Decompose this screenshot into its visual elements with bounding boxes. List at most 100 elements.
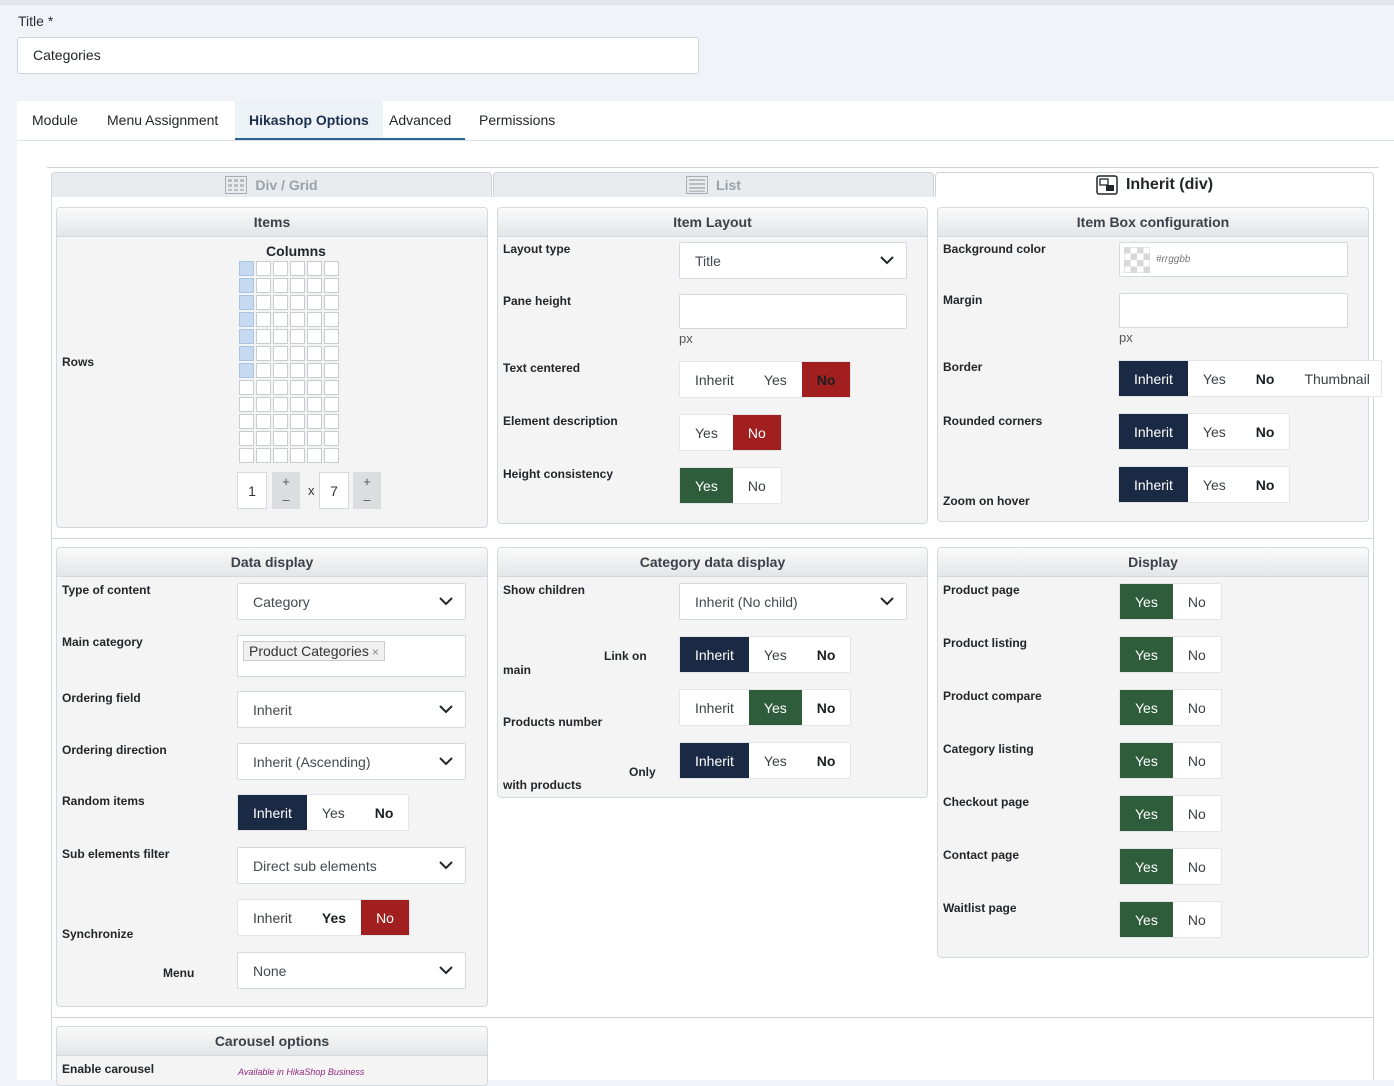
grid-cell[interactable] xyxy=(307,295,322,310)
contact-page-toggle[interactable]: Yes No xyxy=(1119,848,1222,885)
grid-cell[interactable] xyxy=(239,414,254,429)
option-inherit[interactable]: Inherit xyxy=(1119,414,1188,449)
option-no[interactable]: No xyxy=(1187,646,1206,663)
option-yes[interactable]: Yes xyxy=(763,646,787,663)
grid-cell[interactable] xyxy=(273,414,288,429)
grid-cell[interactable] xyxy=(324,278,339,293)
plus-icon[interactable]: + xyxy=(282,473,290,489)
columns-input[interactable]: 1 xyxy=(237,472,267,509)
option-no[interactable]: No xyxy=(1187,911,1206,928)
option-no[interactable]: No xyxy=(732,415,781,450)
option-no[interactable]: No xyxy=(816,646,836,663)
option-yes[interactable]: Yes xyxy=(1202,476,1226,493)
option-inherit[interactable]: Inherit xyxy=(680,637,749,672)
tab-hikashop-options[interactable]: Hikashop Options xyxy=(235,101,383,141)
products-number-toggle[interactable]: Inherit Yes No xyxy=(679,689,852,726)
grid-cell[interactable] xyxy=(307,312,322,327)
option-yes[interactable]: Yes xyxy=(1120,690,1173,725)
ordering-direction-select[interactable]: Inherit (Ascending) xyxy=(237,743,466,780)
border-toggle[interactable]: Inherit Yes No Thumbnail xyxy=(1118,360,1382,397)
option-no[interactable]: No xyxy=(361,900,409,935)
grid-cell[interactable] xyxy=(273,329,288,344)
grid-cell[interactable] xyxy=(239,261,254,276)
option-no[interactable]: No xyxy=(1187,593,1206,610)
grid-cell[interactable] xyxy=(324,295,339,310)
grid-cell[interactable] xyxy=(239,278,254,293)
grid-cell[interactable] xyxy=(256,397,271,412)
option-yes[interactable]: Yes xyxy=(1120,584,1173,619)
grid-cell[interactable] xyxy=(307,278,322,293)
remove-tag-icon[interactable]: × xyxy=(371,645,379,659)
grid-cell[interactable] xyxy=(239,397,254,412)
grid-cell[interactable] xyxy=(307,380,322,395)
layout-type-select[interactable]: Title xyxy=(679,242,907,279)
grid-cell[interactable] xyxy=(273,295,288,310)
grid-cell[interactable] xyxy=(239,363,254,378)
grid-cell[interactable] xyxy=(307,363,322,378)
option-yes[interactable]: Yes xyxy=(748,690,802,725)
grid-cell[interactable] xyxy=(273,346,288,361)
option-inherit[interactable]: Inherit xyxy=(680,743,749,778)
grid-cell[interactable] xyxy=(307,431,322,446)
grid-cell[interactable] xyxy=(256,363,271,378)
checkout-page-toggle[interactable]: Yes No xyxy=(1119,795,1222,832)
element-description-toggle[interactable]: Yes No xyxy=(679,414,782,451)
only-with-products-toggle[interactable]: Inherit Yes No xyxy=(679,742,852,779)
option-no[interactable]: No xyxy=(1187,699,1206,716)
columns-stepper[interactable]: + – xyxy=(272,472,300,509)
grid-cell[interactable] xyxy=(273,448,288,463)
grid-cell[interactable] xyxy=(324,397,339,412)
grid-cell[interactable] xyxy=(290,295,305,310)
grid-cell[interactable] xyxy=(239,448,254,463)
product-page-toggle[interactable]: Yes No xyxy=(1119,583,1222,620)
category-listing-toggle[interactable]: Yes No xyxy=(1119,742,1222,779)
grid-cell[interactable] xyxy=(290,261,305,276)
grid-cell[interactable] xyxy=(324,261,339,276)
option-yes[interactable]: Yes xyxy=(680,468,733,503)
option-no[interactable]: No xyxy=(1255,370,1275,387)
grid-cell[interactable] xyxy=(239,346,254,361)
grid-cell[interactable] xyxy=(324,414,339,429)
grid-cell[interactable] xyxy=(256,448,271,463)
tab-module[interactable]: Module xyxy=(32,112,78,128)
plus-icon[interactable]: + xyxy=(363,473,371,489)
zoom-on-hover-toggle[interactable]: Inherit Yes No xyxy=(1118,466,1291,503)
option-yes[interactable]: Yes xyxy=(321,804,345,821)
height-consistency-toggle[interactable]: Yes No xyxy=(679,467,782,504)
grid-cell[interactable] xyxy=(239,329,254,344)
grid-cell[interactable] xyxy=(307,414,322,429)
grid-cell[interactable] xyxy=(324,346,339,361)
pane-height-input[interactable] xyxy=(679,294,907,329)
grid-cell[interactable] xyxy=(290,431,305,446)
grid-cell[interactable] xyxy=(273,261,288,276)
grid-cell[interactable] xyxy=(307,448,322,463)
option-yes[interactable]: Yes xyxy=(1120,796,1173,831)
option-yes[interactable]: Yes xyxy=(763,752,787,769)
grid-cell[interactable] xyxy=(273,380,288,395)
option-yes[interactable]: Yes xyxy=(1120,902,1173,937)
option-yes[interactable]: Yes xyxy=(1202,423,1226,440)
background-color-input[interactable]: #rrggbb xyxy=(1119,242,1348,277)
grid-cell[interactable] xyxy=(290,414,305,429)
grid-cell[interactable] xyxy=(256,414,271,429)
option-no[interactable]: No xyxy=(747,477,766,494)
type-of-content-select[interactable]: Category xyxy=(237,583,466,620)
option-yes[interactable]: Yes xyxy=(1120,743,1173,778)
grid-cell[interactable] xyxy=(239,431,254,446)
option-no[interactable]: No xyxy=(801,362,851,397)
grid-cell[interactable] xyxy=(290,380,305,395)
grid-cell[interactable] xyxy=(324,448,339,463)
option-no[interactable]: No xyxy=(1187,752,1206,769)
option-no[interactable]: No xyxy=(1187,858,1206,875)
grid-cell[interactable] xyxy=(273,312,288,327)
view-tab-list[interactable]: List xyxy=(493,172,934,197)
random-items-toggle[interactable]: Inherit Yes No xyxy=(237,794,410,831)
option-thumbnail[interactable]: Thumbnail xyxy=(1304,370,1370,387)
main-category-input[interactable]: Product Categories × xyxy=(237,635,466,677)
option-no[interactable]: No xyxy=(1187,805,1206,822)
option-inherit[interactable]: Inherit xyxy=(1119,361,1188,396)
rows-input[interactable]: 7 xyxy=(319,472,349,509)
grid-cell[interactable] xyxy=(239,312,254,327)
view-tab-inherit-div[interactable]: Inherit (div) xyxy=(935,172,1374,197)
option-no[interactable]: No xyxy=(1255,423,1275,440)
